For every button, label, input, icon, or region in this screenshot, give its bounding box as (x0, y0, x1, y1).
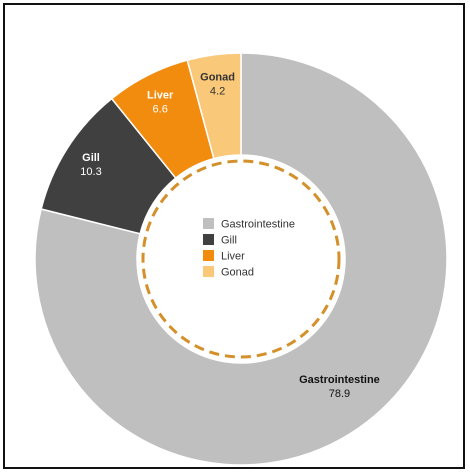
slice-gastrointestine (34, 52, 448, 466)
slice-labels-group: Gastrointestine 78.9 Gill 10.3 Liver 6.6 Gonad… (80, 72, 380, 401)
slice-value-gonad: 4.2 (210, 86, 225, 98)
slice-value-gill: 10.3 (80, 166, 101, 178)
legend-swatch-gill (203, 234, 214, 245)
legend: Gastrointestine Gill Liver Gonad (203, 218, 295, 279)
legend-label-gonad: Gonad (221, 267, 254, 279)
legend-swatch-gonad (203, 266, 214, 277)
slices-group (34, 52, 448, 466)
slice-value-gastrointestine: 78.9 (329, 388, 350, 400)
slice-label-gastrointestine: Gastrointestine (299, 374, 380, 386)
inner-dashed-ring (141, 159, 341, 359)
legend-label-gill: Gill (221, 235, 237, 247)
slice-gonad (186, 52, 242, 160)
slice-label-gill: Gill (82, 152, 100, 164)
slice-label-gonad: Gonad (200, 72, 235, 84)
legend-label-gastrointestine: Gastrointestine (221, 219, 295, 231)
legend-label-liver: Liver (221, 251, 245, 263)
legend-swatch-liver (203, 250, 214, 261)
legend-swatch-gastrointestine (203, 218, 214, 229)
slice-label-liver: Liver (147, 89, 174, 101)
slice-value-liver: 6.6 (153, 103, 168, 115)
